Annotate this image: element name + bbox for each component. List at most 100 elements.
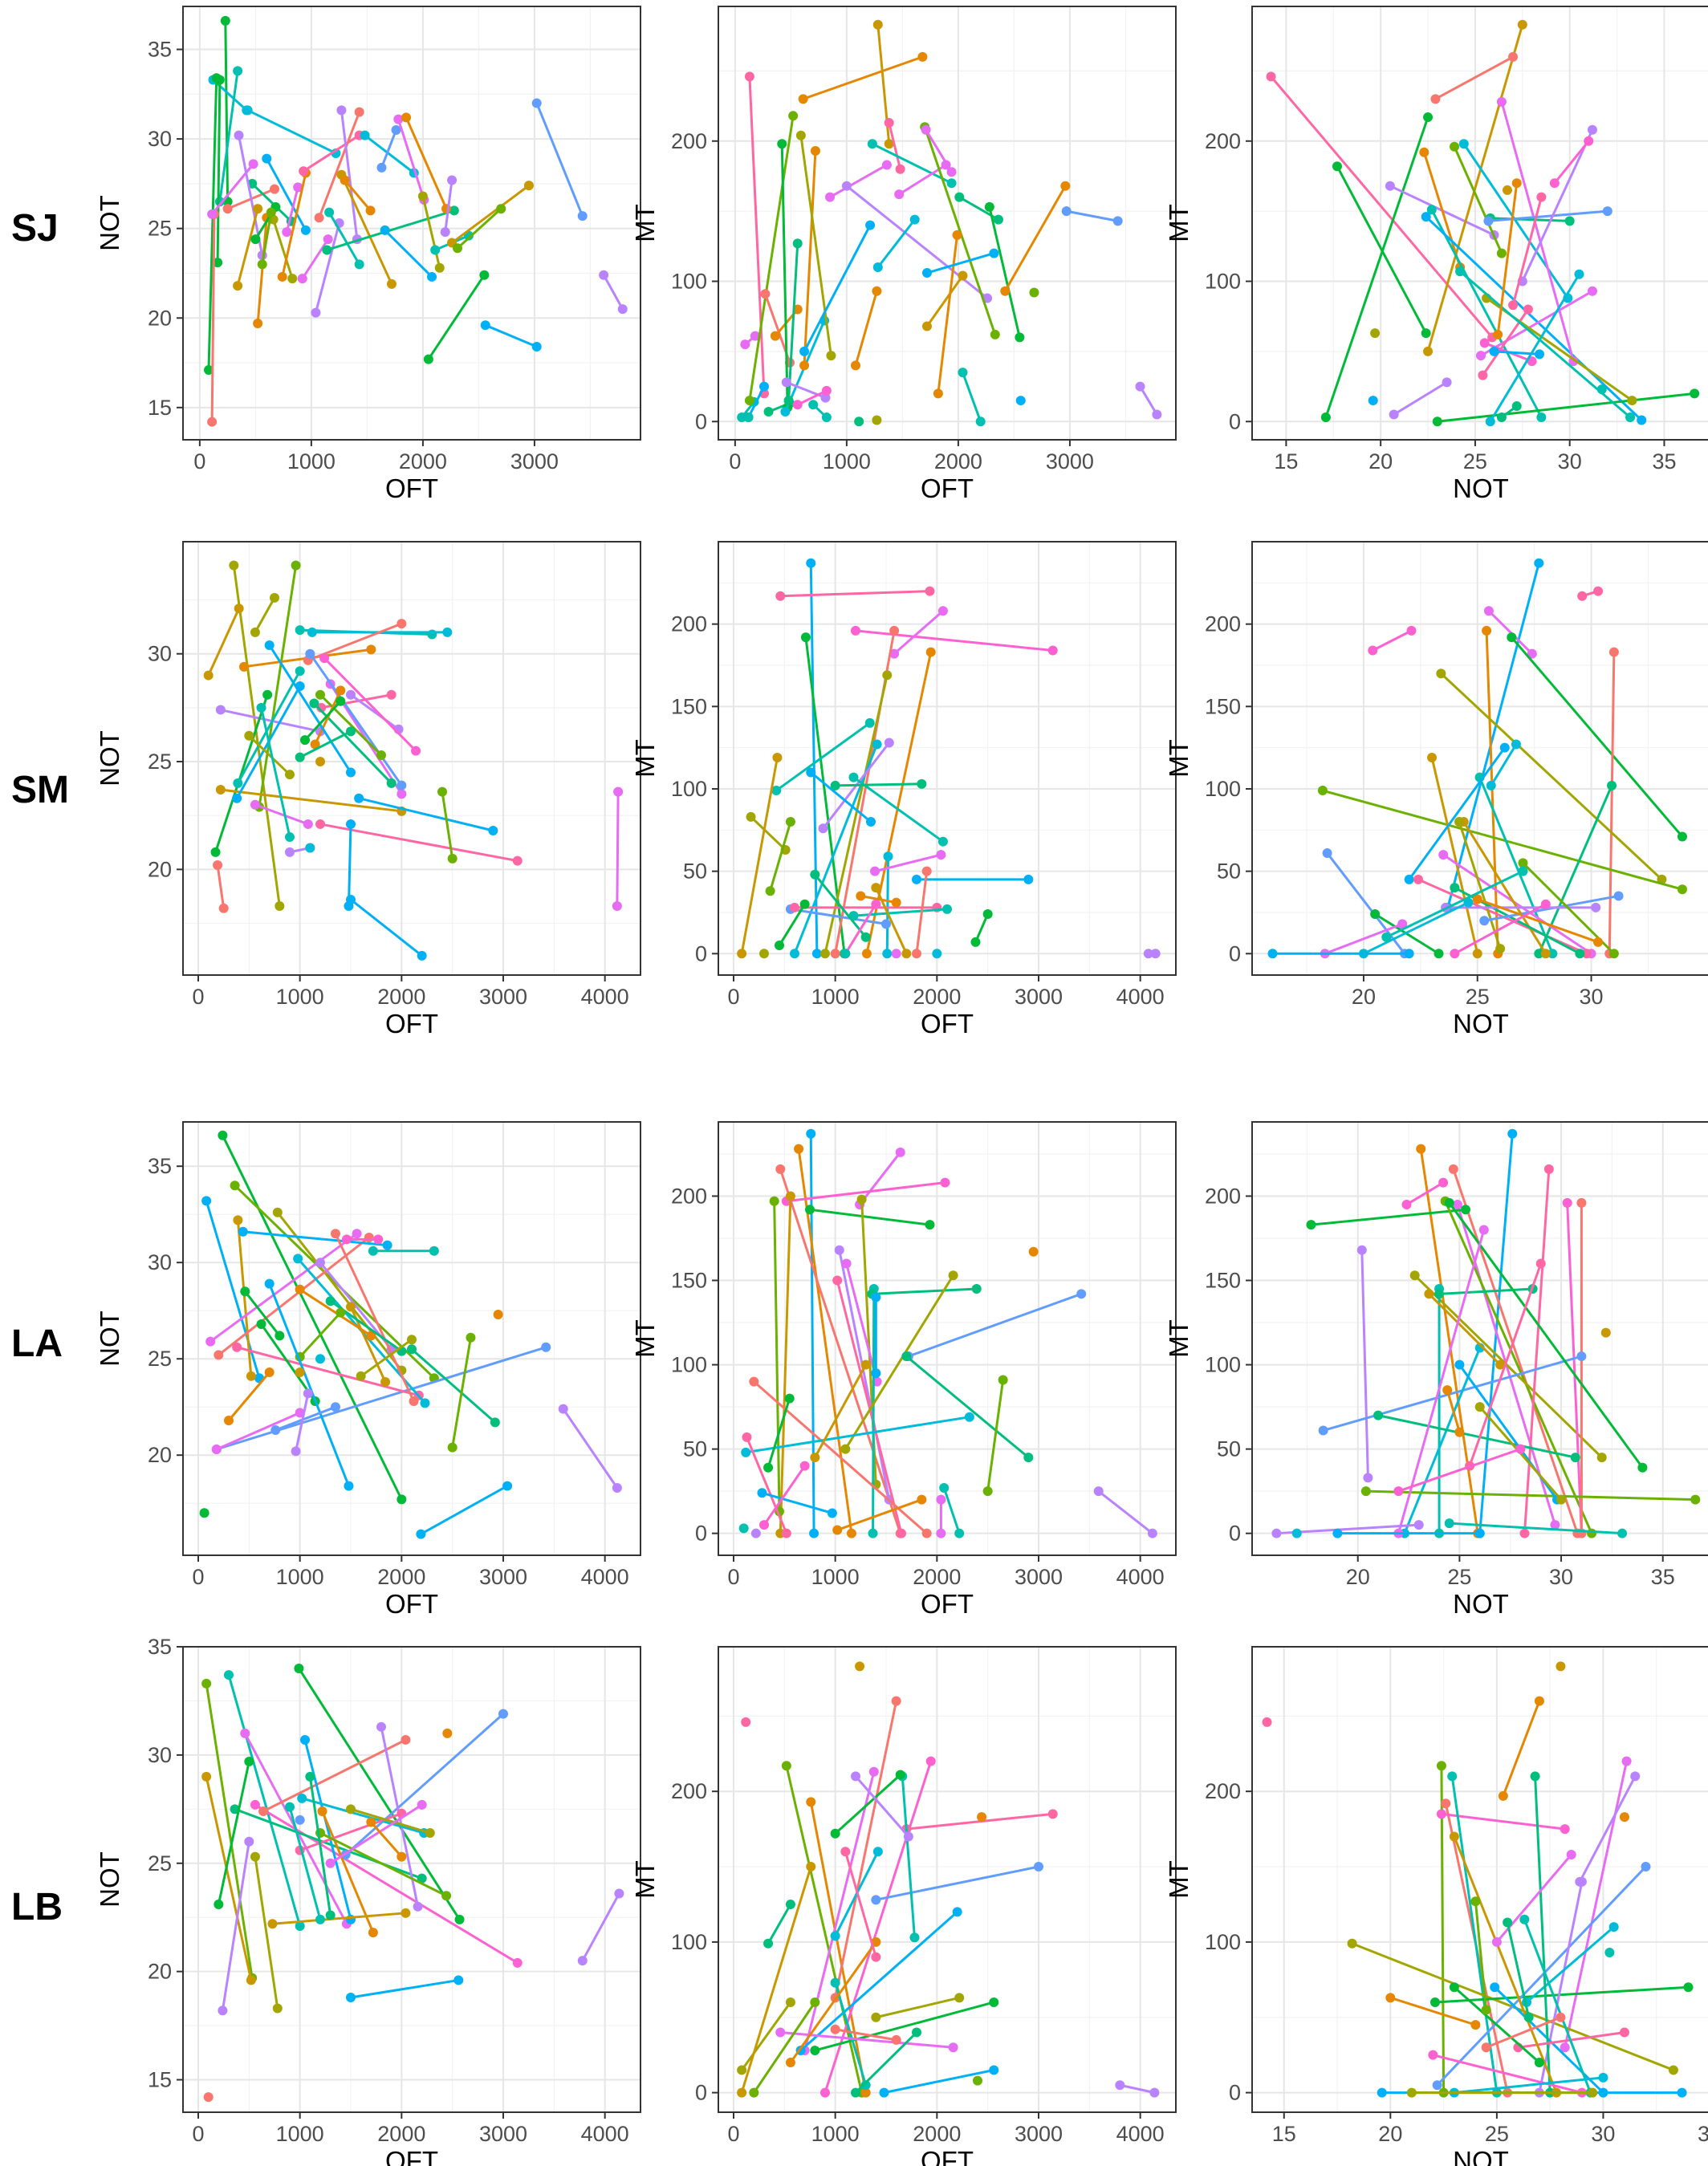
data-point [1596, 1453, 1607, 1463]
x-tick-label: 4000 [1116, 985, 1165, 1009]
subject-line [1446, 563, 1540, 908]
data-point [316, 702, 327, 713]
data-point [1424, 1289, 1434, 1299]
data-point [340, 175, 350, 185]
data-point [1432, 2080, 1442, 2091]
subject-line [876, 218, 916, 268]
data-point [1534, 558, 1544, 568]
data-point [921, 268, 932, 278]
subject-line [350, 1807, 431, 1835]
data-point [805, 1205, 815, 1215]
data-point [867, 139, 877, 149]
data-point [396, 780, 407, 790]
data-point [1423, 112, 1434, 123]
subject-line [1438, 1287, 1533, 1295]
data-point [291, 1446, 301, 1457]
data-point [1373, 1410, 1384, 1420]
data-point [809, 1528, 819, 1538]
data-point [1598, 2072, 1608, 2083]
subject-line [276, 1211, 403, 1372]
data-point [790, 949, 799, 959]
data-point [936, 1494, 946, 1505]
data-point [780, 407, 791, 417]
subject-line [1480, 290, 1593, 357]
subject-line [314, 222, 341, 313]
data-point [1413, 874, 1424, 884]
data-point [303, 819, 313, 829]
y-axis-title: MT [630, 1319, 660, 1358]
data-point [741, 1447, 751, 1457]
data-point [233, 281, 243, 291]
data-point [1450, 883, 1460, 893]
data-point [244, 1756, 254, 1766]
subject-line [329, 1803, 423, 1865]
data-point [1149, 2087, 1160, 2098]
data-point [1608, 1922, 1619, 1932]
subject-line [308, 1776, 332, 1916]
subject-line [1324, 116, 1429, 418]
data-point [765, 886, 775, 896]
data-point [1556, 2012, 1566, 2022]
data-point [319, 653, 330, 664]
data-point [297, 274, 307, 284]
subject-line [814, 1363, 867, 1458]
x-tick-label: 3000 [1015, 1565, 1063, 1589]
subject-line [906, 1812, 1053, 1831]
subject-line [281, 173, 307, 278]
x-axis-title: NOT [1453, 473, 1509, 503]
subject-line [1426, 24, 1524, 352]
subject-line [1449, 1522, 1623, 1535]
y-tick-label: 0 [695, 941, 707, 965]
subject-line [602, 274, 624, 310]
data-point [749, 2087, 759, 2098]
data-point [882, 949, 893, 959]
panel-border [182, 1646, 641, 2113]
panel-sm-mt-vs-not: 20 25 30 0 50 100 150 200 NOT MT [1164, 541, 1708, 1038]
subject-line [265, 157, 307, 231]
x-tick-label: 35 [1652, 449, 1676, 473]
panel-border [718, 1646, 1177, 2113]
data-point [1347, 1938, 1357, 1949]
subject-line [1446, 1389, 1461, 1433]
y-tick-label: 30 [148, 642, 172, 666]
data-point [214, 1350, 224, 1360]
data-point [295, 1921, 305, 1931]
subject-line [209, 1232, 358, 1343]
subject-line [1363, 901, 1470, 955]
subject-line [1523, 1168, 1551, 1534]
data-point [1393, 1486, 1404, 1497]
subject-line [844, 1851, 877, 1958]
data-point [990, 329, 1000, 339]
data-point [420, 1398, 430, 1408]
data-point [262, 689, 273, 700]
data-point [1496, 96, 1507, 107]
subject-line [1494, 350, 1540, 356]
y-tick-label: 200 [1205, 1779, 1241, 1803]
data-point [977, 1812, 987, 1823]
subject-line [1444, 1201, 1593, 1534]
data-point [496, 204, 506, 214]
data-point [322, 245, 332, 255]
subject-line [319, 693, 383, 757]
data-point [1543, 1164, 1554, 1174]
data-point [577, 1956, 588, 1966]
data-point [989, 2065, 999, 2075]
data-point [1604, 1948, 1615, 1958]
data-point [214, 1900, 224, 1910]
data-point [851, 2087, 860, 2098]
data-point [964, 1412, 974, 1422]
subject-line [405, 116, 448, 209]
data-point [1556, 1494, 1567, 1505]
data-point [925, 1756, 936, 1766]
data-point [743, 412, 754, 423]
data-point [1562, 1197, 1572, 1208]
data-point [1413, 1520, 1424, 1530]
data-point [1627, 396, 1637, 406]
data-point [1556, 1661, 1566, 1672]
data-point [417, 1799, 427, 1810]
subject-line [1097, 1489, 1153, 1534]
subject-line [1453, 1835, 1558, 2094]
series-marks [203, 560, 624, 961]
subject-line [216, 864, 226, 908]
data-point [285, 770, 295, 780]
